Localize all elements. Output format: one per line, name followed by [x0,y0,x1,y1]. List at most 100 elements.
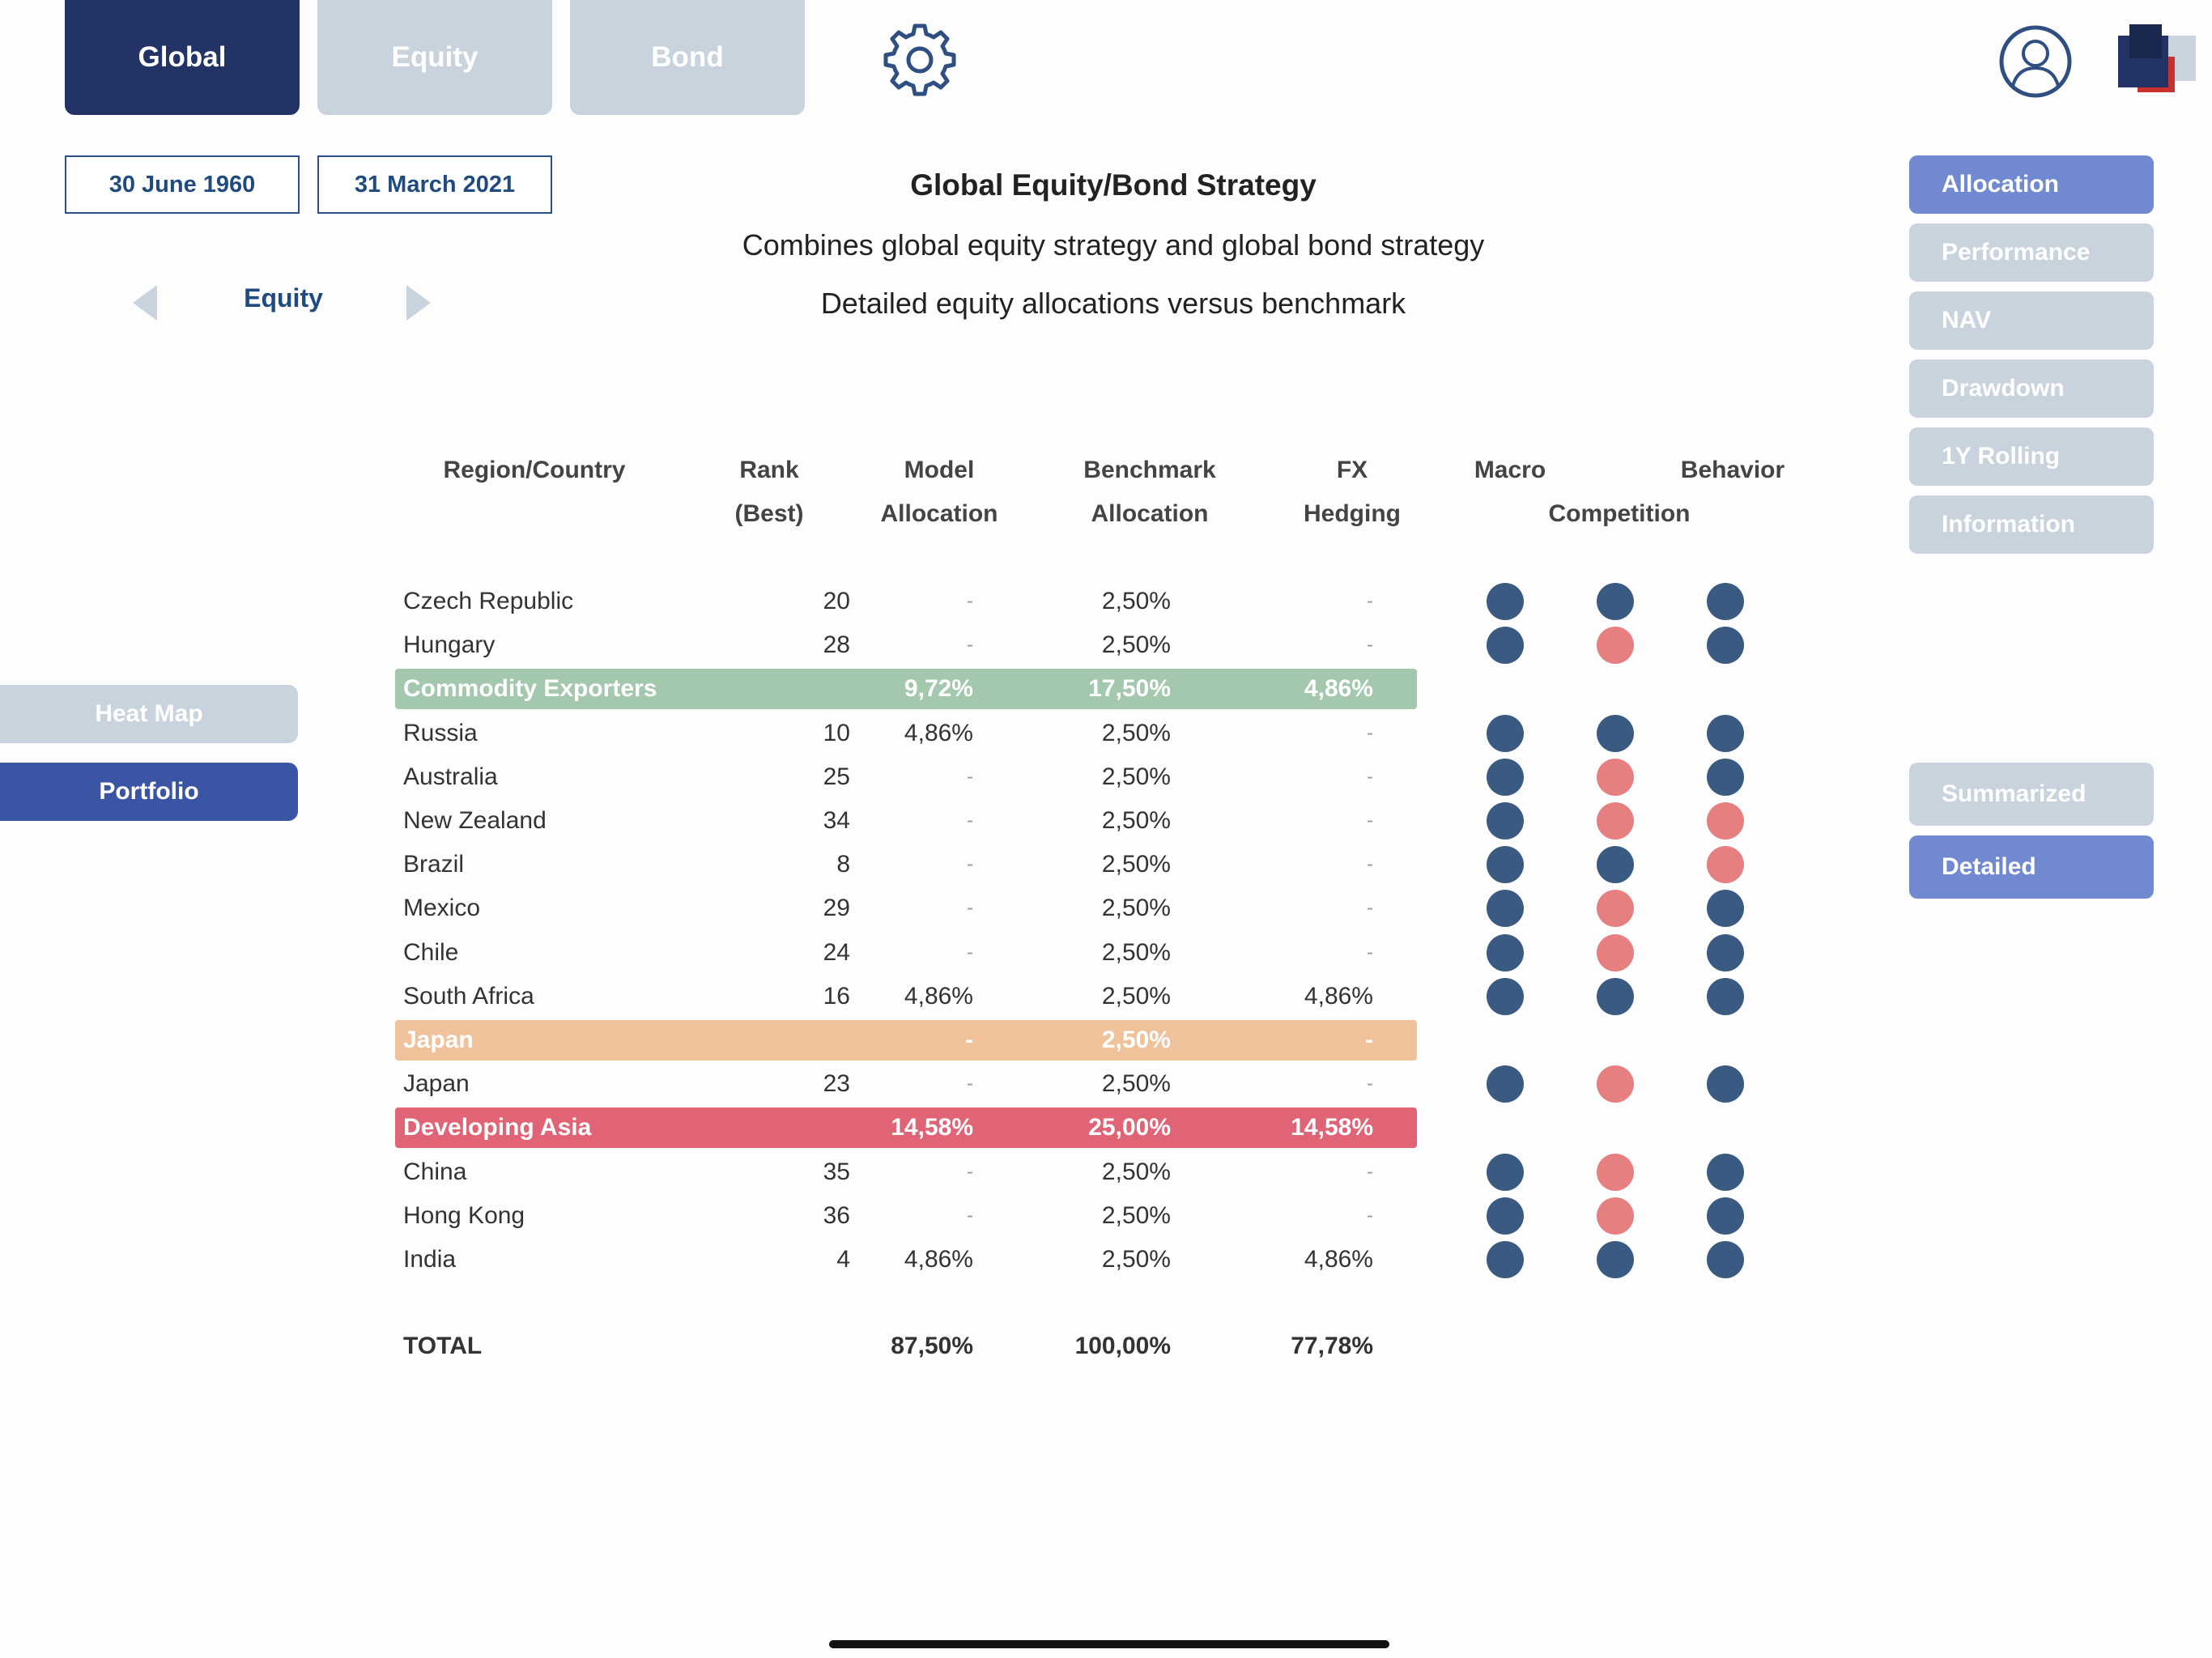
app-logo-icon [2115,24,2199,99]
fx-hedging-cell: - [1367,1205,1373,1226]
competition-dot [1597,1241,1634,1278]
model-allocation-cell: - [967,1161,973,1183]
model-allocation-cell: - [967,810,973,831]
tab-global[interactable]: Global [65,0,300,115]
end-date-button[interactable]: 31 March 2021 [317,155,552,214]
country-name: Hong Kong [403,1202,525,1229]
competition-dot [1597,978,1634,1015]
benchmark-allocation-cell: 2,50% [1101,1070,1171,1097]
rank-cell: 10 [823,720,850,746]
benchmark-allocation-cell: 17,50% [1088,675,1171,702]
user-avatar-icon[interactable] [1998,24,2073,99]
group-name: Commodity Exporters [403,675,657,702]
rank-cell: 28 [823,631,850,658]
table-row: Chile 24 - 2,50% - [395,933,1417,973]
asset-class-label: Equity [244,283,323,312]
fx-hedging-cell: - [1367,766,1373,788]
macro-dot [1487,1241,1524,1278]
next-arrow-icon[interactable] [405,283,432,322]
header-region-country: Region/Country [443,457,626,483]
header-model-allocation: Allocation [880,500,998,527]
competition-dot [1597,1065,1634,1103]
macro-dot [1487,802,1524,840]
country-name: South Africa [403,983,534,1010]
model-allocation-cell: 4,86% [904,983,973,1010]
country-name: Russia [403,720,478,746]
competition-dot [1597,1154,1634,1191]
model-allocation-cell: - [967,897,973,919]
macro-dot [1487,1065,1524,1103]
header-fx: FX [1336,457,1368,483]
fx-hedging-cell: - [1365,1027,1373,1053]
previous-arrow-icon[interactable] [131,283,159,322]
benchmark-allocation-cell: 2,50% [1101,851,1171,878]
detailed-button[interactable]: Detailed [1909,835,2154,899]
model-allocation-cell: - [967,853,973,875]
behavior-dot [1707,1154,1744,1191]
nav-button[interactable]: NAV [1909,291,2154,350]
benchmark-allocation-cell: 2,50% [1101,588,1171,614]
fx-hedging-cell: - [1367,942,1373,963]
performance-button[interactable]: Performance [1909,223,2154,282]
benchmark-allocation-cell: 2,50% [1101,939,1171,966]
behavior-dot [1707,583,1744,620]
tab-bond[interactable]: Bond [570,0,805,115]
macro-dot [1487,1197,1524,1235]
gear-icon[interactable] [881,21,959,99]
table-row: Japan 23 - 2,50% - [395,1064,1417,1104]
behavior-dot [1707,890,1744,927]
fx-hedging-cell: - [1367,810,1373,831]
fx-hedging-cell: - [1367,1161,1373,1183]
allocation-button[interactable]: Allocation [1909,155,2154,214]
behavior-dot [1707,1065,1744,1103]
benchmark-allocation-cell: 2,50% [1101,763,1171,790]
model-allocation-cell: 4,86% [904,720,973,746]
model-allocation-cell: 14,58% [891,1114,973,1141]
tab-equity[interactable]: Equity [317,0,552,115]
fx-hedging-cell: 4,86% [1304,983,1373,1010]
portfolio-button[interactable]: Portfolio [0,763,298,821]
header-rank: Rank [739,457,799,483]
rank-cell: 35 [823,1158,850,1185]
country-name: Japan [403,1070,470,1097]
model-allocation-cell: - [967,766,973,788]
behavior-dot [1707,846,1744,883]
behavior-dot [1707,715,1744,752]
rank-cell: 24 [823,939,850,966]
start-date-button[interactable]: 30 June 1960 [65,155,300,214]
table-row: South Africa 16 4,86% 2,50% 4,86% [395,976,1417,1017]
competition-dot [1597,846,1634,883]
benchmark-allocation-cell: 2,50% [1101,807,1171,834]
fx-hedging-cell: 4,86% [1304,675,1373,702]
fx-hedging-cell: - [1367,722,1373,744]
header-behavior: Behavior [1680,457,1785,483]
behavior-dot [1707,802,1744,840]
behavior-dot [1707,1197,1744,1235]
macro-dot [1487,759,1524,796]
rolling-button[interactable]: 1Y Rolling [1909,427,2154,486]
information-button[interactable]: Information [1909,495,2154,554]
table-row: Brazil 8 - 2,50% - [395,844,1417,885]
portfolio-label: Portfolio [99,778,199,805]
summarized-button[interactable]: Summarized [1909,763,2154,826]
model-allocation-cell: - [965,1027,973,1053]
header-rank-best: (Best) [734,500,804,527]
rank-cell: 29 [823,895,850,921]
rank-cell: 8 [836,851,850,878]
table-row: Czech Republic 20 - 2,50% - [395,581,1417,622]
behavior-dot [1707,978,1744,1015]
benchmark-allocation-cell: 25,00% [1088,1114,1171,1141]
table-row: China 35 - 2,50% - [395,1152,1417,1192]
country-name: Czech Republic [403,588,574,614]
model-allocation-cell: 9,72% [904,675,973,702]
benchmark-allocation-cell: 2,50% [1101,1202,1171,1229]
page-title: Global Equity/Bond Strategy [910,168,1317,202]
header-benchmark-allocation: Allocation [1091,500,1209,527]
home-indicator[interactable] [829,1640,1389,1648]
heat-map-button[interactable]: Heat Map [0,685,298,743]
rank-cell: 25 [823,763,850,790]
total-row: TOTAL 87,50% 100,00% 77,78% [395,1326,1417,1367]
drawdown-button[interactable]: Drawdown [1909,359,2154,418]
header-macro: Macro [1474,457,1546,483]
model-allocation-cell: - [967,942,973,963]
